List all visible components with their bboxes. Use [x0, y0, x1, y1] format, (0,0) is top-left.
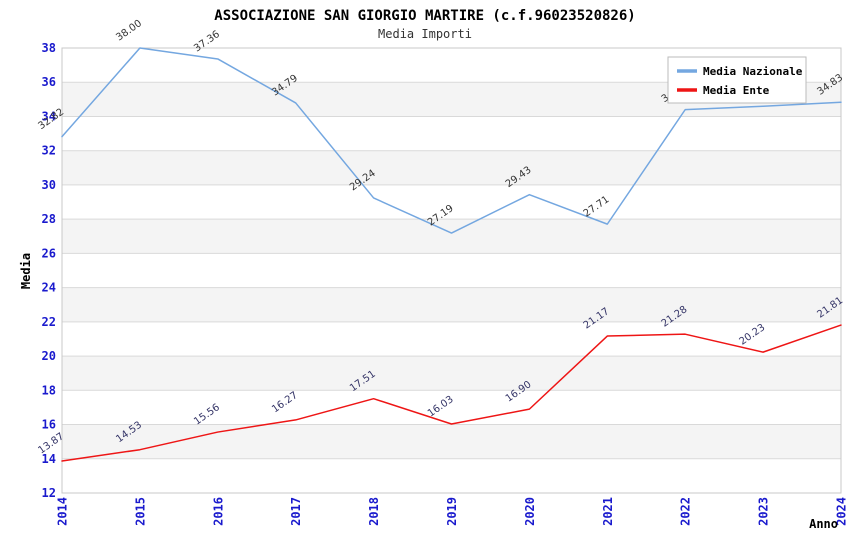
x-tick-label: 2022	[679, 497, 693, 526]
y-tick-label: 14	[42, 452, 56, 466]
point-label: 16.27	[270, 390, 300, 415]
y-tick-label: 26	[42, 246, 56, 260]
y-tick-label: 38	[42, 41, 56, 55]
y-tick-label: 34	[42, 109, 56, 123]
y-tick-label: 32	[42, 144, 56, 158]
x-tick-label: 2021	[601, 497, 615, 526]
x-tick-label: 2024	[835, 497, 849, 526]
background-band	[62, 150, 841, 185]
point-label: 15.56	[192, 402, 222, 427]
point-label: 27.71	[582, 194, 612, 219]
legend-label-media-ente: Media Ente	[703, 84, 770, 97]
background-band	[62, 424, 841, 459]
y-tick-label: 20	[42, 349, 56, 363]
chart-subtitle: Media Importi	[378, 27, 472, 41]
series-line-media-nazionale	[61, 47, 842, 234]
x-tick-label: 2017	[289, 497, 303, 526]
y-tick-label: 28	[42, 212, 56, 226]
x-tick-label: 2020	[523, 497, 537, 526]
point-label: 38.00	[114, 18, 144, 43]
background-band	[62, 219, 841, 254]
background-band	[62, 287, 841, 322]
y-tick-label: 24	[42, 281, 56, 295]
plot-border	[61, 47, 842, 494]
y-tick-label: 22	[42, 315, 56, 329]
legend-label-media-nazionale: Media Nazionale	[703, 65, 803, 78]
x-tick-label: 2023	[757, 497, 771, 526]
y-tick-label: 30	[42, 178, 56, 192]
y-axis-title: Media	[19, 253, 33, 289]
legend-box	[667, 56, 807, 104]
x-tick-label: 2014	[56, 497, 70, 526]
y-tick-label: 12	[42, 486, 56, 500]
point-label: 20.23	[738, 322, 768, 347]
series-line-media-ente	[61, 324, 842, 462]
x-tick-label: 2019	[445, 497, 459, 526]
point-label: 16.03	[426, 394, 456, 419]
background-band	[62, 356, 841, 391]
y-tick-label: 18	[42, 383, 56, 397]
legend: Media Nazionale Media Ente	[667, 56, 807, 104]
x-tick-label: 2015	[133, 497, 147, 526]
x-tick-label: 2016	[211, 497, 225, 526]
point-label: 37.36	[192, 29, 222, 54]
y-tick-label: 16	[42, 418, 56, 432]
chart-title: ASSOCIAZIONE SAN GIORGIO MARTIRE (c.f.96…	[214, 8, 635, 24]
y-tick-label: 36	[42, 75, 56, 89]
x-axis-title: Anno	[809, 517, 838, 531]
x-tick-label: 2018	[367, 497, 381, 526]
